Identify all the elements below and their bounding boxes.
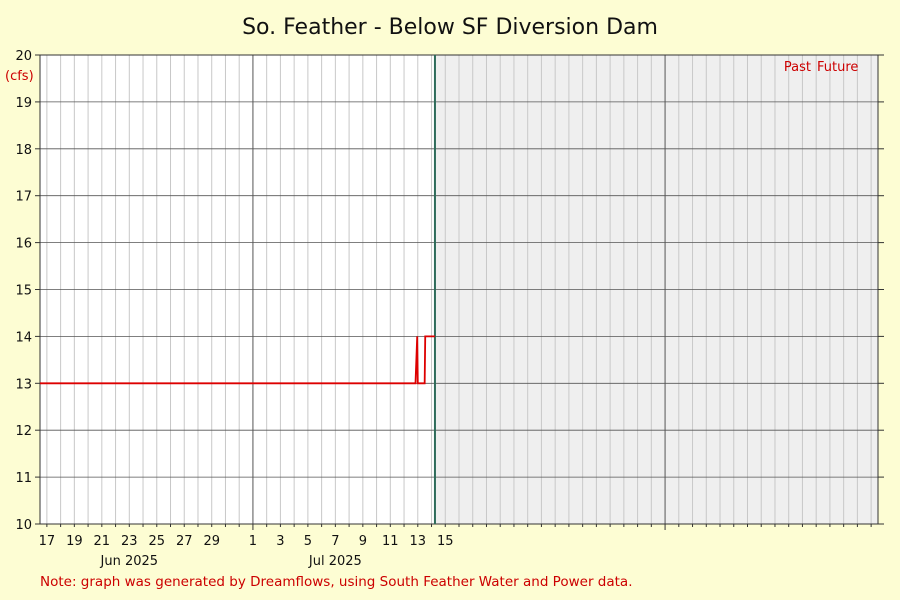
x-tick-label: 11 [382,534,399,549]
chart-title: So. Feather - Below SF Diversion Dam [242,15,658,40]
x-tick-label: 19 [66,534,83,549]
x-tick-label: 23 [121,534,138,549]
y-tick-label: 20 [15,49,32,64]
y-axis-label: (cfs) [5,69,34,84]
x-tick-label: 25 [148,534,165,549]
month-label: Jun 2025 [100,554,159,569]
footer-note: Note: graph was generated by Dreamflows,… [40,574,633,590]
y-tick-label: 18 [15,143,32,158]
x-tick-label: 9 [359,534,367,549]
month-label: Jul 2025 [308,554,362,569]
x-tick-label: 29 [203,534,220,549]
x-tick-label: 27 [176,534,193,549]
y-tick-label: 11 [15,471,32,486]
x-tick-label: 17 [39,534,56,549]
y-tick-label: 14 [15,330,32,345]
y-tick-label: 19 [15,96,32,111]
past-label: Past [784,60,811,75]
x-tick-label: 15 [437,534,454,549]
y-tick-label: 16 [15,237,32,252]
flow-series-line [40,335,435,385]
x-tick-label: 5 [304,534,312,549]
y-tick-label: 12 [15,424,32,439]
x-tick-label: 7 [331,534,339,549]
future-label: Future [817,60,858,75]
x-tick-label: 21 [94,534,111,549]
x-tick-label: 3 [276,534,284,549]
y-tick-label: 17 [15,190,32,205]
y-tick-label: 13 [15,377,32,392]
y-tick-label: 15 [15,284,32,299]
y-tick-label: 10 [15,518,32,533]
plot-border [39,54,879,525]
x-tick-label: 13 [410,534,427,549]
x-tick-label: 1 [249,534,257,549]
